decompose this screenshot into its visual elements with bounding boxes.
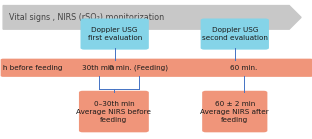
Text: Doppler USG
second evaluation: Doppler USG second evaluation: [202, 27, 268, 41]
Text: 1 h before feeding: 1 h before feeding: [0, 65, 63, 71]
Text: 30th min: 30th min: [82, 65, 115, 71]
FancyArrow shape: [3, 6, 301, 29]
Text: 0 min. (Feeding): 0 min. (Feeding): [109, 64, 168, 71]
FancyBboxPatch shape: [202, 91, 267, 132]
Text: 0–30th min
Average NIRS before
feeding: 0–30th min Average NIRS before feeding: [76, 100, 151, 123]
FancyBboxPatch shape: [79, 91, 149, 132]
Text: Vital signs , NIRS (rSO₂) monitorization: Vital signs , NIRS (rSO₂) monitorization: [9, 13, 164, 22]
FancyBboxPatch shape: [201, 18, 269, 50]
FancyBboxPatch shape: [80, 18, 149, 50]
Text: Doppler USG
first evaluation: Doppler USG first evaluation: [88, 27, 142, 41]
Text: 60 min.: 60 min.: [230, 65, 257, 71]
FancyBboxPatch shape: [1, 59, 312, 77]
Text: 60 ± 2 min
Average NIRS after
feeding: 60 ± 2 min Average NIRS after feeding: [200, 100, 269, 123]
